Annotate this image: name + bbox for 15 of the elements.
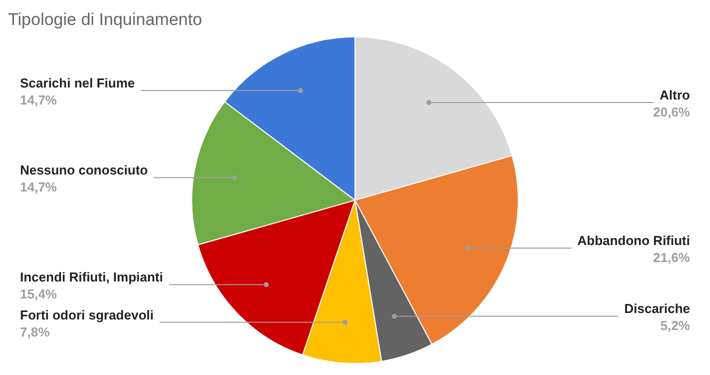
slice-label: Incendi Rifiuti, Impianti [20, 270, 163, 285]
data-label: 20,6% [653, 104, 690, 120]
data-label: 21,6% [653, 250, 690, 266]
data-label: 7,8% [20, 324, 50, 340]
data-label: 14,7% [20, 92, 58, 108]
data-label: 5,2% [660, 318, 690, 334]
slice-label: Abbandono Rifiuti [577, 233, 690, 248]
data-label: 15,4% [20, 286, 58, 302]
slice-label: Scarichi nel Fiume [20, 76, 135, 91]
slice-label: Discariche [624, 301, 690, 316]
data-label: 14,7% [20, 180, 58, 195]
chart-title: Tipologie di Inquinamento [8, 10, 202, 29]
slice-label: Altro [660, 87, 690, 102]
slice-label: Forti odori sgradevoli [20, 307, 154, 322]
slice-label: Nessuno conosciuto [20, 162, 148, 178]
